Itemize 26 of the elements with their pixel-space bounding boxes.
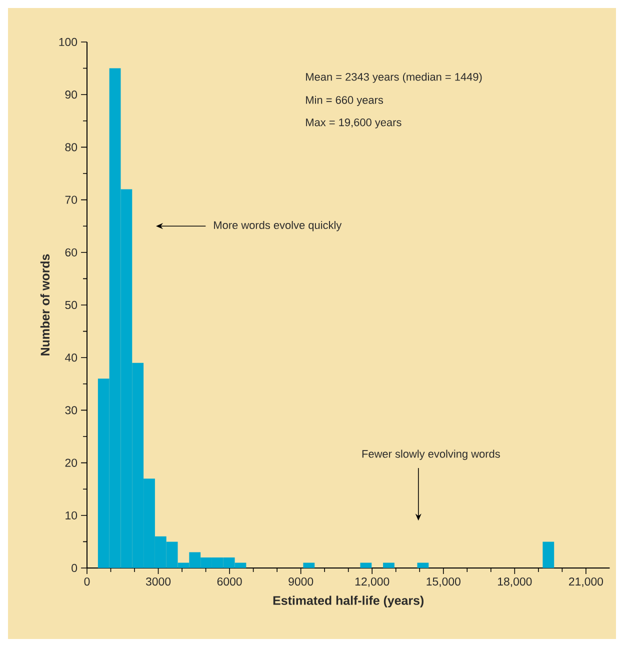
annotation: Fewer slowly evolving words (362, 450, 500, 460)
y-tick-label: 30 (65, 406, 78, 414)
x-tick-label: 12,000 (355, 577, 390, 587)
y-tick-label: 90 (65, 90, 78, 99)
y-tick-label: 50 (65, 300, 78, 310)
x-tick-label: 0 (84, 577, 90, 586)
y-tick-label: 100 (59, 38, 78, 46)
x-axis-title: Estimated half-life (years) (273, 596, 424, 608)
y-tick-label: 40 (65, 354, 78, 362)
annotation: Max = 19,600 years (306, 118, 402, 128)
x-tick-label: 21,000 (569, 577, 604, 587)
x-tick-label: 9000 (288, 577, 314, 586)
y-tick-label: 70 (65, 196, 78, 204)
y-tick-label: 80 (65, 143, 78, 152)
y-tick-label: 60 (65, 248, 78, 256)
y-axis-title: Number of words (40, 254, 50, 356)
annotation: Min = 660 years (306, 96, 384, 106)
annotation: Mean = 2343 years (median = 1449) (306, 72, 482, 83)
x-tick-label: 18,000 (498, 577, 532, 587)
annotation: More words evolve quickly (214, 220, 342, 232)
x-tick-label: 15,000 (426, 577, 460, 587)
y-tick-label: 20 (65, 458, 78, 467)
x-tick-label: 3000 (146, 577, 171, 586)
x-tick-label: 6000 (217, 577, 242, 586)
y-tick-label: 0 (72, 564, 78, 572)
y-tick-label: 10 (66, 511, 78, 520)
